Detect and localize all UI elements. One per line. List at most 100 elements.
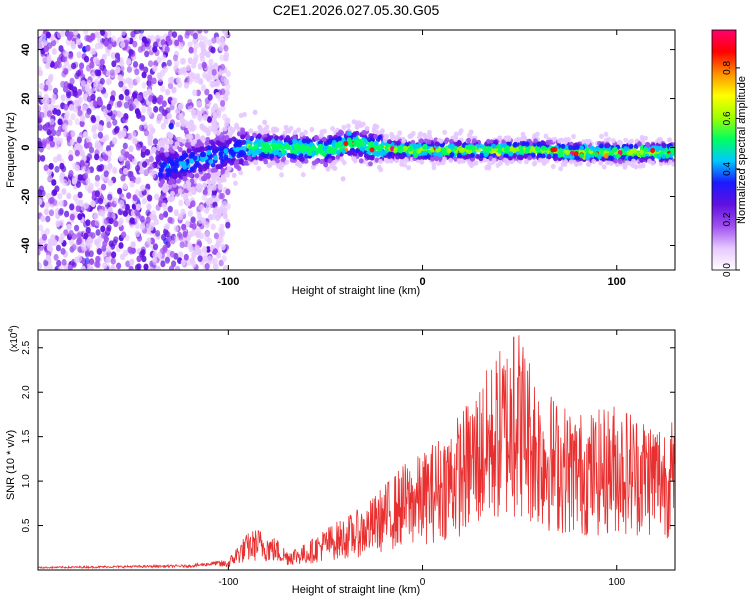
heatmap-cell <box>92 84 98 92</box>
heatmap-cell <box>94 180 100 188</box>
heatmap-cell <box>98 208 104 216</box>
heatmap-cell <box>186 185 192 191</box>
heatmap-cell <box>297 163 303 169</box>
heatmap-cell <box>79 120 85 128</box>
snr-y-multiplier: (x104) <box>8 325 20 352</box>
heatmap-cell <box>311 145 317 151</box>
heatmap-cell <box>67 119 73 126</box>
heatmap-cell <box>155 265 161 270</box>
heatmap-cell <box>179 241 185 249</box>
heatmap-cell <box>446 148 452 154</box>
heatmap-cell <box>482 157 488 163</box>
heatmap-cell <box>103 217 109 225</box>
heatmap-cell <box>223 45 229 52</box>
heatmap-cell <box>161 202 167 208</box>
heatmap-cell <box>166 156 172 162</box>
heatmap-cell <box>213 206 220 214</box>
heatmap-cell <box>161 100 167 108</box>
heatmap-cell <box>48 209 55 217</box>
heatmap-cell <box>90 232 96 239</box>
heatmap-cell <box>215 164 221 170</box>
heatmap-cell <box>215 92 221 99</box>
heatmap-cell <box>197 62 203 70</box>
heatmap-cell <box>135 165 141 172</box>
heatmap-cell <box>38 198 43 206</box>
heatmap-cell <box>141 106 147 114</box>
heatmap-cell <box>647 158 652 164</box>
heatmap-cell <box>190 200 196 208</box>
heatmap-cell <box>579 153 584 159</box>
heatmap-cell <box>151 77 157 85</box>
heatmap-cell <box>194 133 201 141</box>
heatmap-cell <box>419 159 425 165</box>
heatmap-cell <box>322 128 327 134</box>
heatmap-cell <box>160 260 166 268</box>
heatmap-cell <box>107 206 113 214</box>
heatmap-cell <box>87 88 93 96</box>
heatmap-cell <box>118 80 124 88</box>
heatmap-cell <box>186 148 192 154</box>
heatmap-cell <box>319 132 325 138</box>
heatmap-cell <box>106 224 112 232</box>
heatmap-cell <box>605 159 610 166</box>
heatmap-cell <box>594 146 600 152</box>
heatmap-cell <box>79 159 85 167</box>
heatmap-cell <box>495 144 501 150</box>
heatmap-cell <box>91 47 97 55</box>
heatmap-cell <box>55 244 62 252</box>
heatmap-cell <box>165 35 171 43</box>
heatmap-cell <box>86 136 92 144</box>
heatmap-cell <box>191 189 197 195</box>
heatmap-cell <box>40 155 46 162</box>
heatmap-cell <box>170 179 176 185</box>
heatmap-cell <box>75 198 81 206</box>
heatmap-cell <box>354 124 360 130</box>
heatmap-cell <box>47 174 53 182</box>
heatmap-cell <box>124 89 130 96</box>
heatmap-cell <box>214 175 220 181</box>
heatmap-cell <box>470 152 475 158</box>
heatmap-cell <box>540 145 546 151</box>
heatmap-cell <box>401 138 406 144</box>
heatmap-cell <box>190 216 196 224</box>
heatmap-cell <box>139 63 145 70</box>
heatmap-cell <box>43 45 50 52</box>
snr-x-tick-label: 100 <box>608 577 625 588</box>
heatmap-cell <box>639 157 645 163</box>
heatmap-cell <box>40 215 46 223</box>
heatmap-cell <box>274 149 279 155</box>
heatmap-cell <box>112 167 118 175</box>
heatmap-cell <box>134 222 140 230</box>
heatmap-cell <box>543 133 549 139</box>
heatmap-cell <box>130 30 136 38</box>
heatmap-cell <box>223 95 229 102</box>
heatmap-cell <box>236 131 242 137</box>
heatmap-cell <box>206 172 211 178</box>
heatmap-cell <box>444 137 450 143</box>
heatmap-cell <box>98 42 104 49</box>
heatmap-cell <box>142 90 148 98</box>
heatmap-cell <box>120 30 127 36</box>
heatmap-cell <box>134 68 140 76</box>
heatmap-cell <box>127 246 133 254</box>
heatmap-cell <box>178 199 184 207</box>
heatmap-cell <box>90 72 96 79</box>
heatmap-cell <box>135 203 141 211</box>
heatmap-cell <box>128 265 134 270</box>
heatmap-cell <box>199 123 205 130</box>
heatmap-cell <box>467 148 473 155</box>
heatmap-cell <box>502 157 508 163</box>
heatmap-cell <box>248 148 254 154</box>
heatmap-cell <box>388 158 394 164</box>
heatmap-cell <box>170 172 176 178</box>
heatmap-cell <box>472 160 477 166</box>
heatmap-cell <box>373 140 379 146</box>
heatmap-cell <box>397 130 403 136</box>
heatmap-cell <box>172 54 179 62</box>
heatmap-cell <box>419 138 424 144</box>
heatmap-cell <box>92 132 98 140</box>
heatmap-cell <box>160 39 166 46</box>
heatmap-cell <box>94 153 100 161</box>
heatmap-cell <box>568 159 574 165</box>
heatmap-cell <box>71 62 77 70</box>
